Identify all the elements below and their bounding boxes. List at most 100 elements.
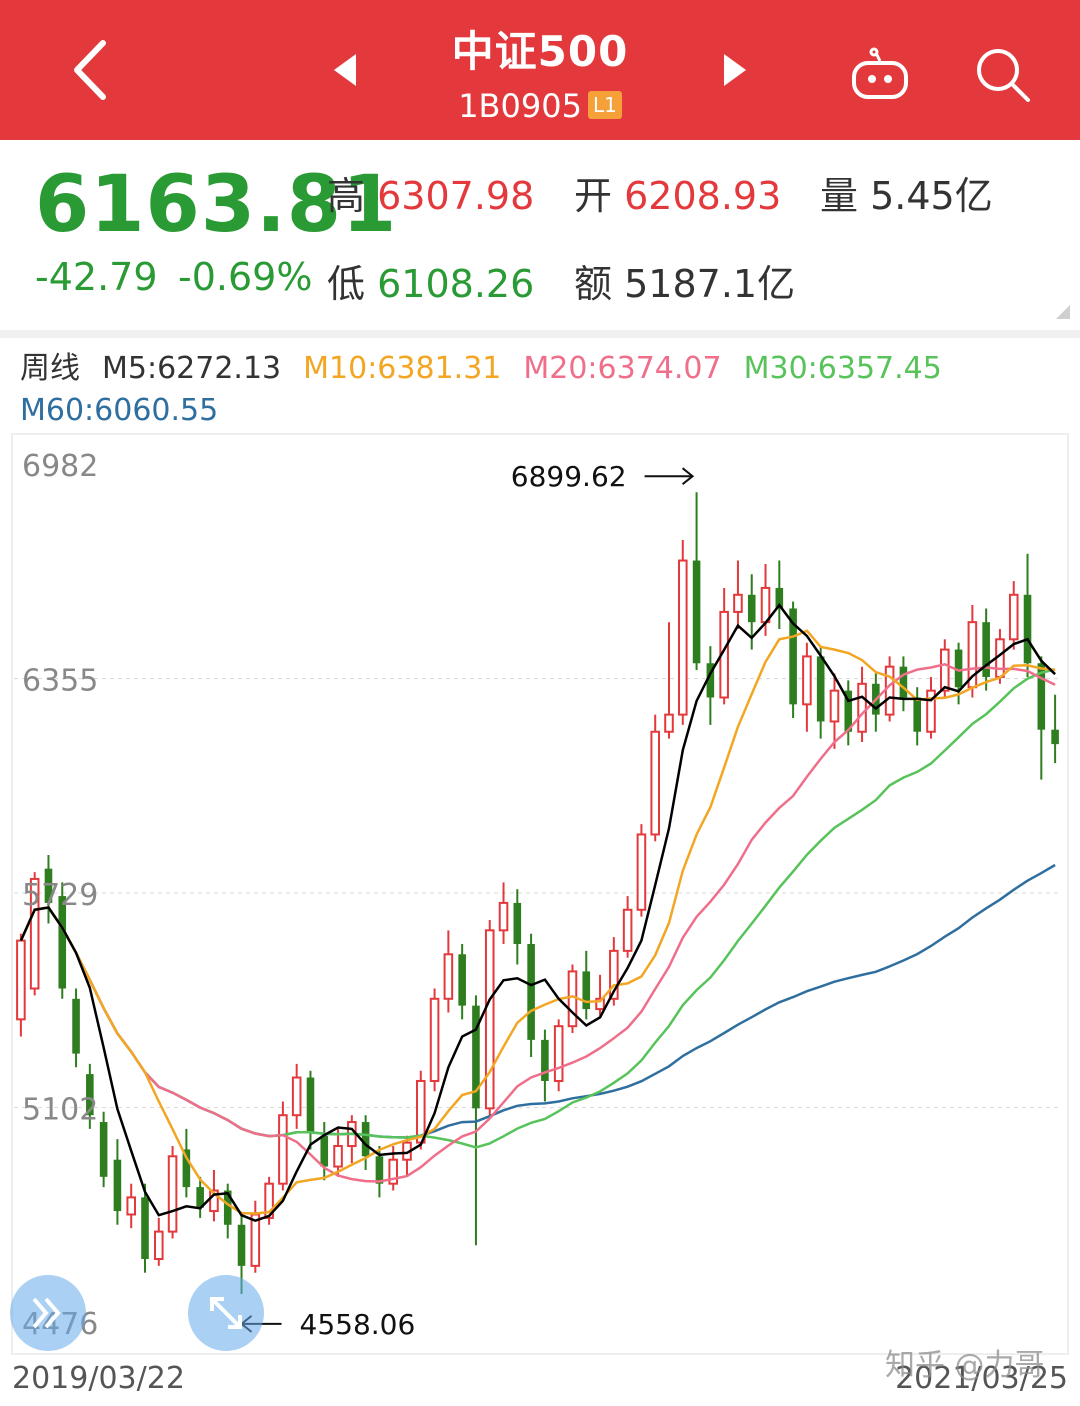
- candle: [829, 673, 840, 749]
- stock-code-row: 1B0905 L1: [390, 86, 690, 126]
- high-label: 高: [327, 174, 366, 218]
- candle: [167, 1146, 178, 1239]
- period-selector[interactable]: 周线: [20, 351, 80, 386]
- candle: [141, 1183, 149, 1273]
- candle: [789, 601, 797, 719]
- candle: [126, 1183, 137, 1229]
- search-button[interactable]: [965, 40, 1040, 110]
- candle: [636, 824, 647, 917]
- candle: [306, 1070, 315, 1150]
- page-title: 中证500: [451, 27, 629, 76]
- candle: [99, 1111, 108, 1188]
- ma20-legend: M20:6374.07: [523, 351, 722, 386]
- x-end-label: 2021/03/25: [895, 1361, 1068, 1396]
- candle: [857, 666, 867, 743]
- amount-value: 5187.1亿: [624, 262, 796, 306]
- candle: [333, 1128, 343, 1177]
- candle: [609, 937, 619, 1006]
- triangle-left-icon: [334, 54, 356, 86]
- high-annotation-label: 6899.62: [511, 460, 627, 493]
- expand-corner-icon[interactable]: [1056, 305, 1070, 319]
- candle: [1051, 694, 1059, 764]
- candle: [582, 950, 591, 1020]
- quote-panel: 6163.81 -42.79 -0.69% 高 6307.98 低 6108.2…: [0, 140, 1080, 330]
- low-label: 低: [327, 262, 366, 306]
- back-button[interactable]: [50, 30, 130, 110]
- open-stat: 开 6208.93: [574, 165, 781, 220]
- candle: [443, 930, 454, 1013]
- resize-arrows-icon: [210, 1297, 242, 1329]
- candle: [567, 964, 578, 1034]
- candle: [926, 676, 936, 739]
- low-annotation-label: 4558.06: [300, 1308, 416, 1341]
- candle: [429, 988, 440, 1092]
- chevron-left-icon: [74, 40, 106, 100]
- candle: [29, 872, 40, 996]
- y-tick-label: 5102: [22, 1093, 98, 1128]
- zoom-chart-button[interactable]: [188, 1275, 264, 1351]
- candle: [527, 933, 535, 1057]
- candle: [622, 896, 633, 958]
- amount-stat: 额 5187.1亿: [574, 253, 795, 308]
- candle: [595, 974, 605, 1016]
- candle: [498, 882, 509, 945]
- candle: [1008, 581, 1019, 650]
- candle: [361, 1115, 370, 1170]
- candle: [1023, 553, 1032, 677]
- previous-stock-button[interactable]: [320, 45, 370, 95]
- low-value: 6108.26: [377, 262, 535, 306]
- y-tick-label: 6982: [22, 449, 98, 484]
- divider: [0, 330, 1080, 338]
- candle: [982, 608, 990, 691]
- candle: [291, 1063, 302, 1129]
- ma30-legend: M30:6357.45: [743, 351, 942, 386]
- expand-chart-button[interactable]: [10, 1275, 86, 1351]
- candle: [816, 646, 825, 739]
- candle: [775, 560, 784, 630]
- candle: [664, 622, 674, 739]
- candle: [458, 944, 466, 1020]
- m5-line: [19, 603, 1056, 1223]
- candle: [650, 714, 661, 842]
- ma-legend: 周线 M5:6272.13 M10:6381.31 M20:6374.07 M30:63…: [20, 348, 1070, 432]
- candle: [844, 680, 853, 746]
- candle: [802, 642, 812, 732]
- y-tick-label: 6355: [22, 664, 98, 699]
- stock-code: 1B0905: [458, 87, 582, 125]
- candle: [72, 988, 80, 1068]
- candle: [553, 1019, 564, 1092]
- y-tick-label: 5729: [22, 878, 98, 913]
- candle: [484, 920, 495, 1116]
- candle: [733, 560, 743, 630]
- double-chevron-right-icon: [32, 1297, 61, 1329]
- price-change-percent: -0.69%: [178, 255, 313, 299]
- next-stock-button[interactable]: [710, 45, 760, 95]
- ma10-legend: M10:6381.31: [303, 351, 502, 386]
- candle: [706, 646, 715, 725]
- candle: [541, 1029, 549, 1102]
- watermark: 知乎 @力哥: [885, 1348, 1045, 1383]
- candle: [153, 1217, 164, 1266]
- last-price: 6163.81: [35, 160, 398, 250]
- x-start-label: 2019/03/22: [12, 1361, 185, 1396]
- high-value: 6307.98: [377, 174, 535, 218]
- candle: [182, 1128, 191, 1198]
- m10-line: [19, 629, 1056, 1215]
- level-badge: L1: [587, 91, 622, 119]
- candle: [692, 492, 701, 671]
- m20-line: [19, 662, 1056, 1183]
- ma60-legend: M60:6060.55: [20, 393, 219, 428]
- candle: [320, 1122, 329, 1181]
- robot-icon: [852, 47, 908, 99]
- app-header: 中证500 1B0905 L1: [0, 0, 1080, 140]
- ma5-legend: M5:6272.13: [102, 351, 282, 386]
- robot-assistant-button[interactable]: [840, 40, 920, 110]
- open-value: 6208.93: [624, 174, 782, 218]
- candle: [913, 687, 922, 746]
- candle: [86, 1063, 94, 1129]
- amount-label: 额: [574, 262, 613, 306]
- candle: [677, 540, 688, 725]
- volume-stat: 量 5.45亿: [820, 165, 993, 220]
- candle: [278, 1101, 288, 1191]
